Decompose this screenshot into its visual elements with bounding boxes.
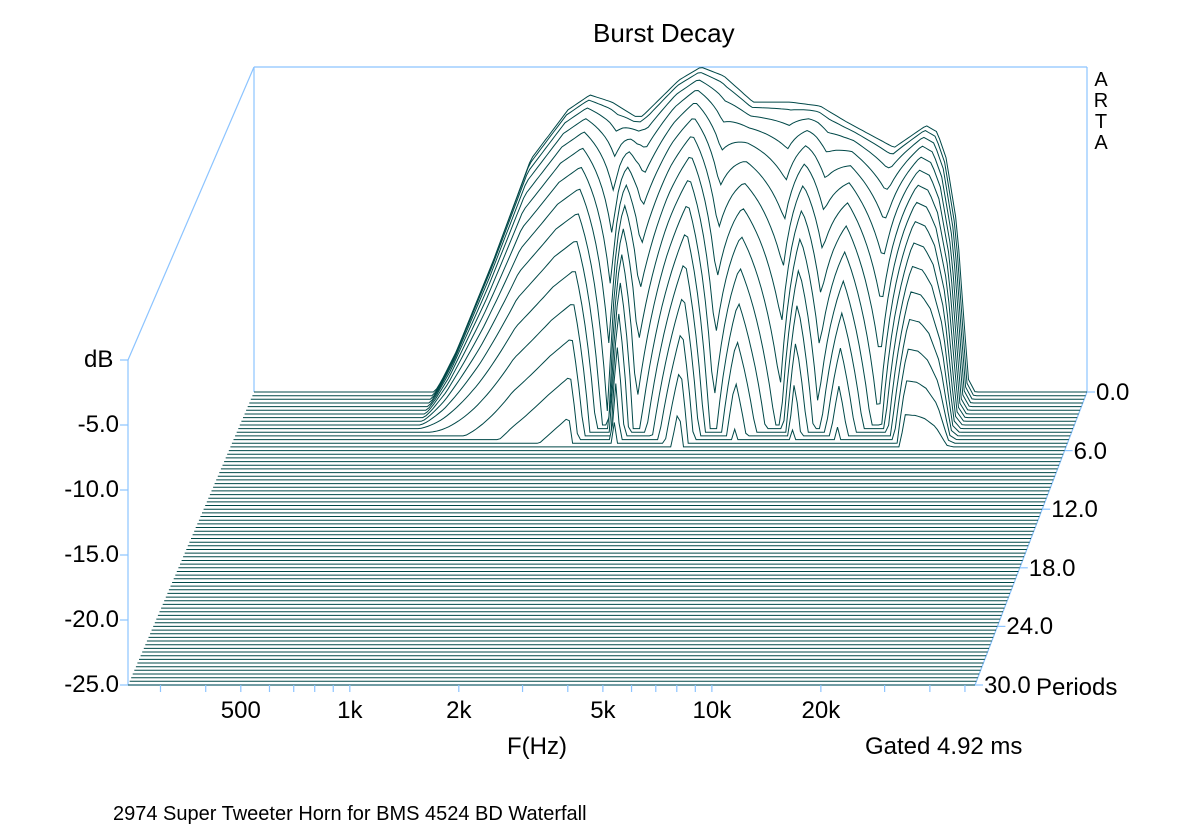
slice-trace xyxy=(231,373,1068,444)
slice-trace xyxy=(239,205,1075,426)
x-tick-label: 1k xyxy=(337,697,363,724)
y-tick-label: -10.0 xyxy=(64,476,119,503)
z-tick-label: 30.0 xyxy=(984,672,1031,699)
x-axis-label: F(Hz) xyxy=(507,733,567,760)
slice-fill xyxy=(239,206,1075,426)
slice-trace xyxy=(235,298,1071,437)
z-axis-label: Periods xyxy=(1036,674,1118,701)
chart-caption: 2974 Super Tweeter Horn for BMS 4524 BD … xyxy=(113,803,587,825)
slice-trace xyxy=(249,89,1083,404)
slice-trace xyxy=(254,67,1087,393)
z-tick-label: 18.0 xyxy=(1028,554,1076,582)
chart-title: Burst Decay xyxy=(593,18,735,48)
y-axis-label: dB xyxy=(84,346,114,373)
slice-trace xyxy=(247,103,1082,408)
slice-trace xyxy=(230,414,1066,448)
y-tick-label: -20.0 xyxy=(64,606,119,633)
x-tick-label: 10k xyxy=(692,697,732,724)
arta-letter: R xyxy=(1093,90,1109,112)
slice-trace xyxy=(233,334,1069,441)
gated-annotation: Gated 4.92 ms xyxy=(865,733,1023,760)
slice-trace xyxy=(250,79,1085,400)
side-plane-diagonal xyxy=(127,66,255,361)
z-tick-label: 24.0 xyxy=(1006,613,1054,641)
arta-letter: T xyxy=(1094,111,1108,133)
decay-slices xyxy=(128,67,1087,686)
slice-trace xyxy=(246,118,1080,411)
x-tick-label: 5k xyxy=(590,697,616,724)
y-tick-label: -15.0 xyxy=(64,541,119,568)
axis-ticks xyxy=(120,359,1095,692)
slice-fill xyxy=(235,299,1071,437)
slice-trace xyxy=(244,136,1079,415)
slice-trace xyxy=(243,156,1078,419)
x-tick-label: 2k xyxy=(446,697,472,724)
z-tick-label: 12.0 xyxy=(1051,496,1098,524)
z-tick-label: 6.0 xyxy=(1073,437,1107,465)
slice-fill xyxy=(233,335,1069,441)
slice-trace xyxy=(241,180,1076,422)
x-tick-label: 500 xyxy=(220,697,261,724)
x-tick-label: 20k xyxy=(801,697,841,724)
arta-letter: A xyxy=(1094,69,1108,91)
slice-trace xyxy=(236,265,1072,433)
y-tick-label: -5.0 xyxy=(77,411,119,438)
y-tick-label: -25.0 xyxy=(64,671,119,698)
slice-trace xyxy=(238,234,1073,430)
z-tick-label: 0.0 xyxy=(1096,379,1130,406)
slice-trace xyxy=(252,72,1086,397)
arta-letter: A xyxy=(1094,132,1108,154)
